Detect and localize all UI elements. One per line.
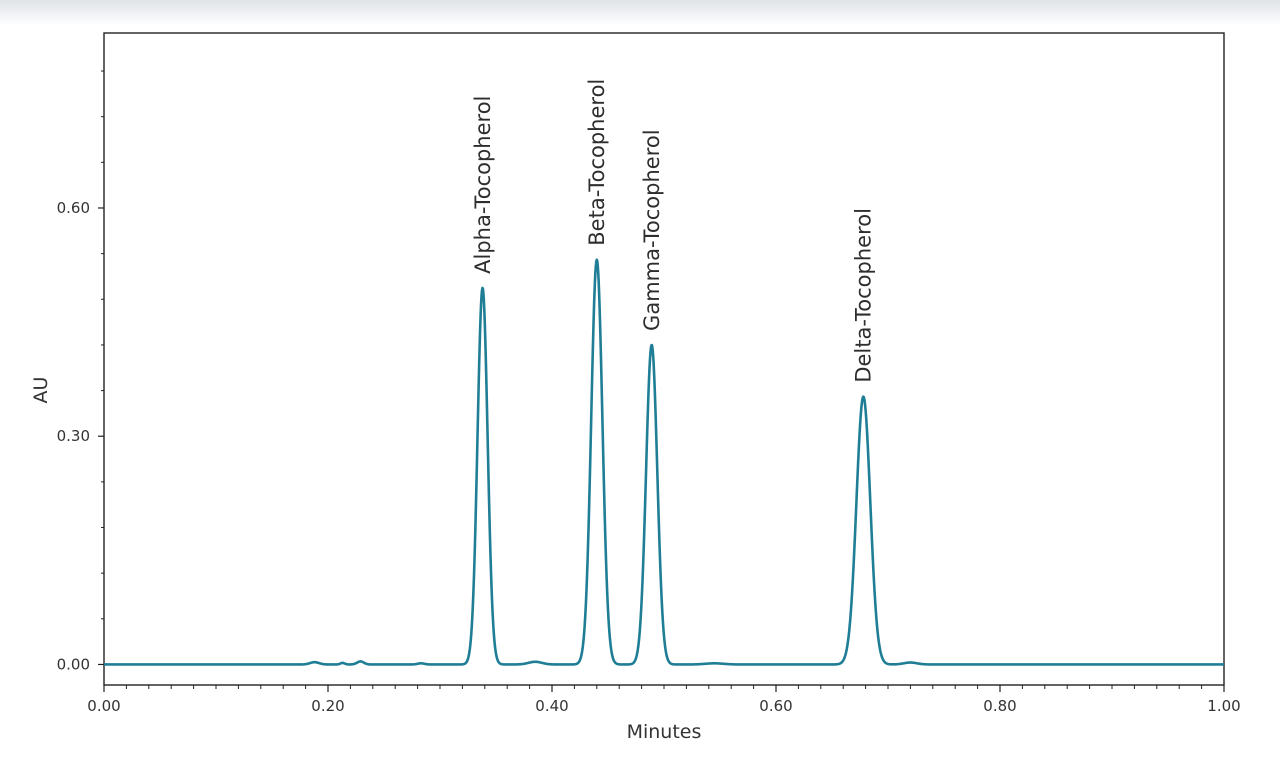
- x-tick-label: 0.40: [535, 697, 568, 715]
- x-tick-label: 0.60: [759, 697, 792, 715]
- x-axis-title: Minutes: [627, 721, 702, 743]
- peak-label: Beta-Tocopherol: [585, 79, 609, 246]
- y-axis-title: AU: [30, 377, 52, 404]
- x-tick-label: 0.00: [87, 697, 120, 715]
- y-axis: 0.00 0.30 0.60: [57, 70, 104, 673]
- peak-labels: Alpha-Tocopherol Beta-Tocopherol Gamma-Toc…: [471, 79, 876, 397]
- peak-label: Gamma-Tocopherol: [640, 129, 664, 331]
- y-tick-label: 0.30: [57, 427, 90, 445]
- y-tick-label: 0.60: [57, 199, 90, 217]
- series-line: [103, 258, 1225, 666]
- plot-frame: [103, 32, 1225, 686]
- x-tick-label: 0.20: [311, 697, 344, 715]
- peak-label: Delta-Tocopherol: [852, 208, 876, 383]
- x-tick-label: 0.80: [983, 697, 1016, 715]
- y-tick-label: 0.00: [57, 655, 90, 673]
- peak-label: Alpha-Tocopherol: [471, 96, 495, 274]
- x-axis: 0.00 0.20 0.40 0.60 0.80 1.00: [87, 685, 1241, 715]
- x-tick-label: 1.00: [1207, 697, 1240, 715]
